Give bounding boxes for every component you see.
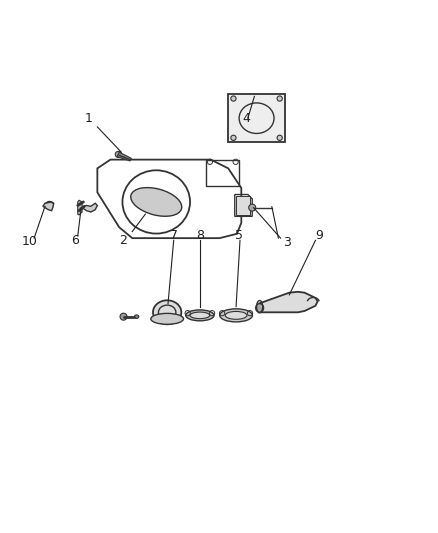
Text: 9: 9 bbox=[314, 230, 322, 243]
Polygon shape bbox=[43, 202, 53, 211]
Text: 8: 8 bbox=[195, 230, 203, 243]
Text: 1: 1 bbox=[85, 112, 92, 125]
Polygon shape bbox=[78, 200, 82, 215]
Bar bbox=[228, 94, 284, 142]
Ellipse shape bbox=[225, 311, 247, 319]
Bar bbox=[236, 196, 250, 215]
Ellipse shape bbox=[190, 312, 209, 319]
Circle shape bbox=[115, 151, 121, 157]
Polygon shape bbox=[82, 203, 97, 212]
Ellipse shape bbox=[185, 310, 214, 321]
Circle shape bbox=[276, 135, 282, 140]
Polygon shape bbox=[117, 152, 131, 161]
Ellipse shape bbox=[152, 300, 181, 324]
Text: 4: 4 bbox=[242, 112, 250, 125]
Ellipse shape bbox=[134, 315, 138, 318]
Text: 6: 6 bbox=[71, 234, 78, 247]
Circle shape bbox=[230, 96, 236, 101]
Ellipse shape bbox=[255, 304, 263, 312]
Ellipse shape bbox=[219, 309, 252, 322]
Ellipse shape bbox=[150, 313, 183, 324]
Circle shape bbox=[120, 313, 127, 320]
Text: 5: 5 bbox=[235, 230, 243, 243]
Text: 10: 10 bbox=[22, 235, 38, 248]
Text: 2: 2 bbox=[119, 234, 127, 247]
Circle shape bbox=[276, 96, 282, 101]
Text: 3: 3 bbox=[283, 236, 290, 249]
Circle shape bbox=[248, 204, 255, 211]
Polygon shape bbox=[258, 292, 317, 312]
Circle shape bbox=[230, 135, 236, 140]
Text: 7: 7 bbox=[170, 230, 177, 243]
Ellipse shape bbox=[131, 188, 181, 216]
